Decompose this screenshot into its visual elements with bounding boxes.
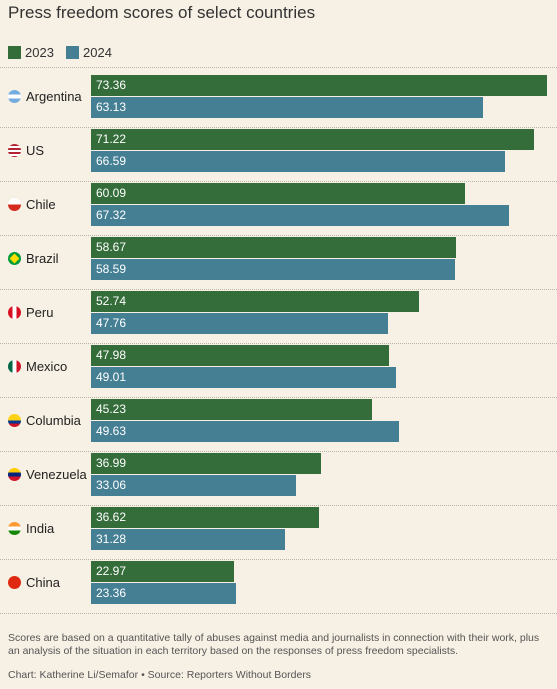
us-flag-icon <box>8 144 21 157</box>
country-name: US <box>26 143 45 158</box>
bar-2024 <box>91 475 296 496</box>
country-label: China <box>8 575 60 590</box>
bar-value-label: 23.36 <box>96 586 127 600</box>
bar-value-label: 49.63 <box>96 424 127 438</box>
bar-value-label: 49.01 <box>96 370 127 384</box>
country-label: Columbia <box>8 413 81 428</box>
bar-2024 <box>91 583 236 604</box>
bar-2023 <box>91 237 456 258</box>
separator-line <box>0 127 557 128</box>
country-name: India <box>26 521 55 536</box>
bar-2023 <box>91 399 372 420</box>
country-label: India <box>8 521 54 536</box>
bar-value-label: 66.59 <box>96 154 127 168</box>
china-flag-icon <box>8 576 21 589</box>
bar-2023 <box>91 345 389 366</box>
bar-2024 <box>91 205 509 226</box>
bar-2023 <box>91 75 547 96</box>
bar-value-label: 47.76 <box>96 316 127 330</box>
chile-flag-icon <box>8 198 21 211</box>
country-label: US <box>8 143 44 158</box>
country-name: Brazil <box>26 251 59 266</box>
separator-line <box>0 67 557 68</box>
brazil-flag-icon <box>8 252 21 265</box>
bar-2024 <box>91 259 455 280</box>
separator-line <box>0 559 557 560</box>
bar-2023 <box>91 291 419 312</box>
bar-2024 <box>91 367 396 388</box>
bar-value-label: 52.74 <box>96 294 127 308</box>
country-name: Columbia <box>26 413 81 428</box>
bar-2023 <box>91 183 465 204</box>
bar-value-label: 36.62 <box>96 510 127 524</box>
bar-value-label: 33.06 <box>96 478 127 492</box>
bar-value-label: 58.67 <box>96 240 127 254</box>
bar-2023 <box>91 453 321 474</box>
bar-2024 <box>91 313 388 334</box>
separator-line <box>0 451 557 452</box>
legend-swatch-2023 <box>8 46 21 59</box>
legend-label-2024: 2024 <box>83 45 112 60</box>
country-label: Chile <box>8 197 56 212</box>
bar-value-label: 47.98 <box>96 348 127 362</box>
bar-value-label: 73.36 <box>96 78 127 92</box>
bar-2023 <box>91 129 534 150</box>
bar-2023 <box>91 561 234 582</box>
legend-item-2023: 2023 <box>8 45 54 60</box>
legend-label-2023: 2023 <box>25 45 54 60</box>
bar-value-label: 36.99 <box>96 456 127 470</box>
argentina-flag-icon <box>8 90 21 103</box>
bar-2024 <box>91 529 285 550</box>
india-flag-icon <box>8 522 21 535</box>
legend-swatch-2024 <box>66 46 79 59</box>
bar-value-label: 60.09 <box>96 186 127 200</box>
bar-value-label: 67.32 <box>96 208 127 222</box>
separator-line <box>0 505 557 506</box>
peru-flag-icon <box>8 306 21 319</box>
country-label: Venezuela <box>8 467 87 482</box>
chart-title: Press freedom scores of select countries <box>8 3 316 22</box>
bar-value-label: 58.59 <box>96 262 127 276</box>
country-label: Brazil <box>8 251 59 266</box>
bar-2024 <box>91 97 483 118</box>
mexico-flag-icon <box>8 360 21 373</box>
chart-note: Scores are based on a quantitative tally… <box>8 632 540 657</box>
chart-credit: Chart: Katherine Li/Semafor • Source: Re… <box>8 669 312 681</box>
country-name: Argentina <box>26 89 82 104</box>
colombia-flag-icon <box>8 414 21 427</box>
separator-line <box>0 235 557 236</box>
country-label: Mexico <box>8 359 67 374</box>
country-name: Mexico <box>26 359 68 374</box>
separator-line <box>0 289 557 290</box>
bar-value-label: 71.22 <box>96 132 127 146</box>
country-name: Peru <box>26 305 54 320</box>
bar-value-label: 22.97 <box>96 564 127 578</box>
bar-2024 <box>91 151 505 172</box>
separator-line <box>0 397 557 398</box>
separator-line <box>0 343 557 344</box>
country-name: Venezuela <box>26 467 87 482</box>
country-name: Chile <box>26 197 56 212</box>
country-name: China <box>26 575 60 590</box>
separator-line <box>0 613 557 614</box>
bar-value-label: 45.23 <box>96 402 127 416</box>
brazil-flag-diamond <box>9 253 20 264</box>
bar-2023 <box>91 507 319 528</box>
country-label: Peru <box>8 305 53 320</box>
separator-line <box>0 181 557 182</box>
bar-value-label: 31.28 <box>96 532 127 546</box>
legend-item-2024: 2024 <box>66 45 112 60</box>
country-label: Argentina <box>8 89 82 104</box>
venezuela-flag-icon <box>8 468 21 481</box>
bar-value-label: 63.13 <box>96 100 127 114</box>
bar-2024 <box>91 421 399 442</box>
